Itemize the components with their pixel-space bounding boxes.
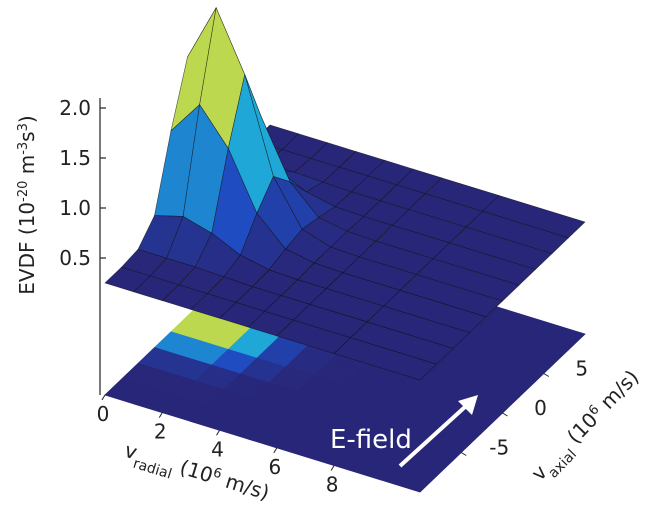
y-tick-label: 5 [575,357,588,381]
floor-cell [333,449,438,493]
z-axis-label: EVDF (10-20 m-3s3) [15,115,39,294]
x-label-part: m/s) [217,467,273,505]
y-label-part: m/s) [591,365,644,418]
x-tick-label: 6 [268,455,281,479]
x-tick-label: 2 [154,420,167,444]
axes: 0.5 1.0 1.5 2.0 0 2 4 6 8 -5 0 5 [59,96,588,497]
x-tick-label: 4 [211,437,224,461]
y-tick [502,412,508,417]
surface-cell [333,337,438,381]
x-tick [158,412,163,418]
y-tick-label: -5 [489,436,509,460]
y-axis-label: vaxial (106 m/s) [526,365,645,490]
z-label-part: -20 [16,181,31,202]
arrow-shaft [398,404,468,468]
z-tick-label: 2.0 [59,96,91,120]
x-tick [216,430,220,436]
x-label-part: radial [131,456,174,483]
arrow-head [458,395,478,415]
x-tick [101,394,106,401]
z-tick-label: 0.5 [59,246,91,270]
x-tick-label: 0 [97,402,110,426]
x-axis-label: vradial (106 m/s) [120,438,273,512]
x-tick [330,465,335,471]
y-tick-label: 0 [534,396,547,420]
z-label-part: s [15,131,39,141]
z-label-part: -3 [16,142,31,155]
z-label-part: 3 [16,123,31,131]
z-tick-label: 1.0 [59,196,91,220]
z-tick-label: 1.5 [59,146,91,170]
x-tick-label: 8 [326,473,339,497]
z-label-part: ) [15,115,39,123]
z-label-part: EVDF (10 [15,202,39,295]
y-tick [460,452,467,456]
x-tick [273,447,278,454]
y-tick [543,373,550,377]
annotation-text: E-field [330,425,412,455]
surface [104,6,586,381]
x-label-part: (10 [171,453,216,488]
z-label-part: m [15,155,39,181]
annotation: E-field [330,395,478,468]
